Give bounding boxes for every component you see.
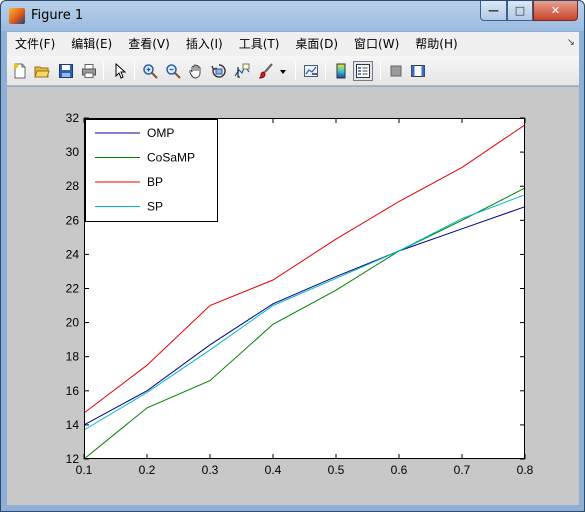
figure-toolbar xyxy=(7,56,579,86)
title-bar[interactable]: Figure 1 — □ ✕ xyxy=(1,1,584,31)
axes-frame xyxy=(84,118,525,459)
y-tick-label: 32 xyxy=(66,111,80,125)
hide-plot-tools-icon[interactable] xyxy=(387,62,405,80)
toolbar-separator xyxy=(380,62,381,80)
menu-file[interactable]: 文件(F) xyxy=(15,37,56,51)
window-controls: — □ ✕ xyxy=(480,1,578,21)
x-tick-label: 0.7 xyxy=(454,463,471,477)
toolbar-separator xyxy=(295,62,296,80)
series-line-omp xyxy=(83,206,526,426)
menu-view[interactable]: 查看(V) xyxy=(128,37,170,51)
menu-insert[interactable]: 插入(I) xyxy=(185,37,223,51)
line-chart: 0.1 0.2 0.3 0.4 0.5 0.6 0.7 0.8 12 14 16 18 20 22 24 26… xyxy=(66,111,534,477)
series-line-sp xyxy=(83,194,526,431)
legend-box xyxy=(85,119,218,222)
chevron-down-icon[interactable] xyxy=(278,62,288,80)
minimize-button[interactable]: — xyxy=(480,1,507,21)
figure-canvas[interactable]: 0.1 0.2 0.3 0.4 0.5 0.6 0.7 0.8 12 14 16 18 20 22 24 26… xyxy=(7,87,579,505)
legend-label: SP xyxy=(147,200,163,214)
x-tick-label: 0.5 xyxy=(328,463,345,477)
y-tick-label: 16 xyxy=(66,384,80,398)
y-tick-label: 18 xyxy=(66,350,80,364)
colorbar-icon[interactable] xyxy=(332,62,350,80)
plot-lines xyxy=(83,124,526,460)
maximize-button[interactable]: □ xyxy=(507,1,533,21)
close-button[interactable]: ✕ xyxy=(533,1,578,21)
rotate-3d-icon[interactable] xyxy=(210,62,228,80)
new-figure-icon[interactable] xyxy=(11,62,29,80)
save-icon[interactable] xyxy=(57,62,75,80)
menu-overflow-icon[interactable]: ↘ xyxy=(566,37,575,48)
window-title: Figure 1 xyxy=(31,8,84,23)
legend[interactable]: OMP CoSaMP BP SP xyxy=(85,119,218,222)
legend-label: CoSaMP xyxy=(147,151,195,165)
brush-icon[interactable] xyxy=(257,62,275,80)
y-tick-label: 22 xyxy=(66,282,80,296)
legend-label: OMP xyxy=(147,126,174,140)
menu-tools[interactable]: 工具(T) xyxy=(238,37,280,51)
menu-bar: 文件(F) 编辑(E) 查看(V) 插入(I) 工具(T) 桌面(D) 窗口(W… xyxy=(7,32,579,56)
print-icon[interactable] xyxy=(80,62,98,80)
legend-icon[interactable] xyxy=(353,61,373,81)
zoom-in-icon[interactable] xyxy=(141,62,159,80)
x-tick-label: 0.3 xyxy=(202,463,219,477)
series-line-bp xyxy=(83,124,526,414)
menu-window[interactable]: 窗口(W) xyxy=(354,37,400,51)
legend-label: BP xyxy=(147,175,163,189)
y-tick-label: 28 xyxy=(66,179,80,193)
pan-hand-icon[interactable] xyxy=(187,62,205,80)
menu-edit[interactable]: 编辑(E) xyxy=(71,37,113,51)
data-cursor-icon[interactable] xyxy=(233,62,251,80)
y-tick-label: 24 xyxy=(66,247,80,261)
x-tick-label: 0.2 xyxy=(139,463,156,477)
zoom-out-icon[interactable] xyxy=(164,62,182,80)
y-tick-label: 30 xyxy=(66,145,80,159)
menu-desktop[interactable]: 桌面(D) xyxy=(295,37,339,51)
y-tick-label: 26 xyxy=(66,213,80,227)
x-tick-label: 0.1 xyxy=(76,463,93,477)
x-tick-label: 0.4 xyxy=(265,463,282,477)
toolbar-separator xyxy=(134,62,135,80)
toolbar-separator xyxy=(325,62,326,80)
toolbar-separator xyxy=(103,62,104,80)
y-tick-label: 14 xyxy=(66,418,80,432)
edit-plot-arrow-icon[interactable] xyxy=(111,62,129,80)
show-plot-tools-icon[interactable] xyxy=(409,62,427,80)
y-tick-label: 20 xyxy=(66,316,80,330)
y-tick-label: 12 xyxy=(66,452,80,466)
x-tick-label: 0.8 xyxy=(517,463,534,477)
menu-help[interactable]: 帮助(H) xyxy=(415,37,458,51)
matlab-logo-icon xyxy=(9,8,25,24)
link-plot-icon[interactable] xyxy=(302,62,320,80)
x-tick-label: 0.6 xyxy=(391,463,408,477)
open-file-icon[interactable] xyxy=(33,62,51,80)
series-line-cosamp xyxy=(83,187,526,460)
